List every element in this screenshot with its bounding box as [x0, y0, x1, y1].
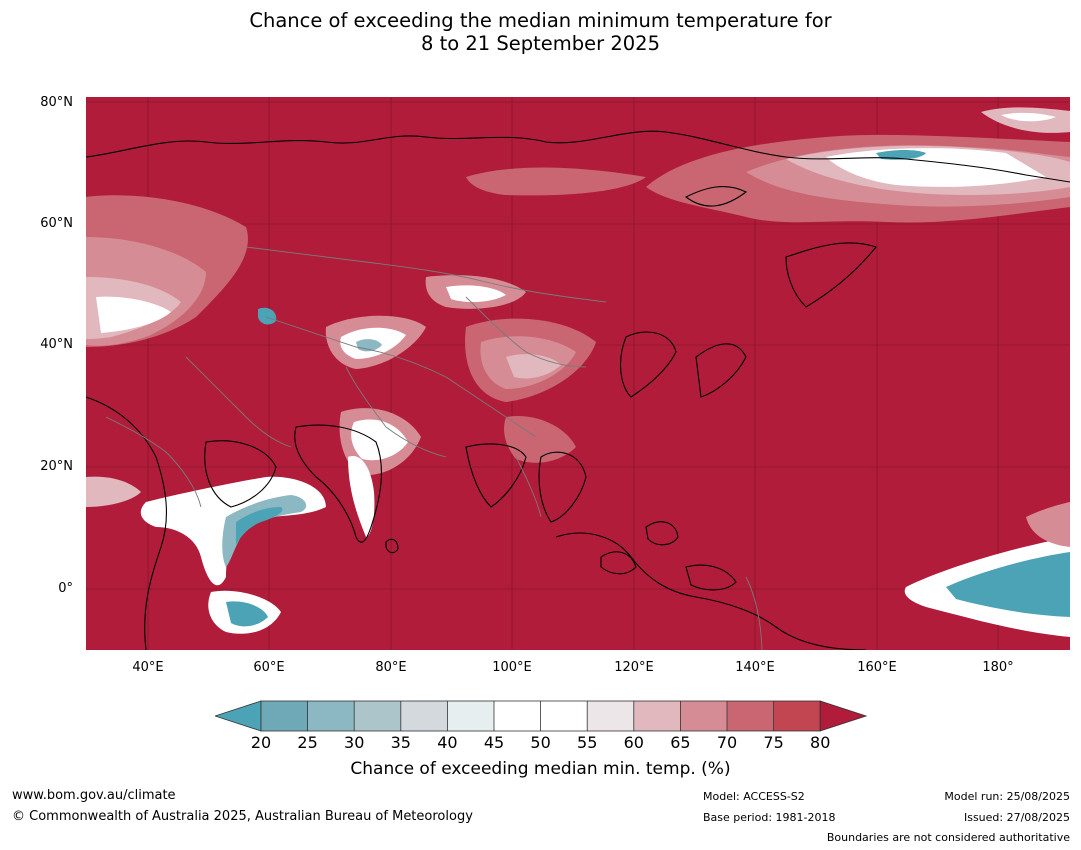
footer-url[interactable]: www.bom.gov.au/climate: [12, 788, 176, 803]
footer-model: Model: ACCESS-S2: [703, 790, 805, 803]
colorbar-bin: [680, 701, 727, 731]
footer-issued: Issued: 27/08/2025: [963, 811, 1070, 824]
footer-copyright: © Commonwealth of Australia 2025, Austra…: [12, 809, 473, 824]
colorbar-bin: [261, 701, 308, 731]
colorbar-tick: 45: [483, 733, 505, 752]
colorbar-bin: [494, 701, 541, 731]
lon-label-140e: 140°E: [735, 660, 775, 675]
map-canvas: [86, 97, 1070, 650]
colorbar-tick: 25: [297, 733, 318, 752]
map-title: Chance of exceeding the median minimum t…: [0, 9, 1081, 55]
colorbar-tick: 40: [437, 733, 458, 752]
footer-model-run: Model run: 25/08/2025: [944, 790, 1070, 803]
colorbar-tick: 75: [763, 733, 784, 752]
colorbar-label: Chance of exceeding median min. temp. (%…: [350, 759, 731, 779]
colorbar: [215, 700, 867, 732]
colorbar-bin: [633, 701, 681, 731]
colorbar-bin: [540, 701, 588, 731]
lon-label-100e: 100°E: [492, 660, 532, 675]
lat-label-40n: 40°N: [40, 337, 73, 352]
colorbar-bin: [307, 701, 355, 731]
footer-disclaimer: Boundaries are not considered authoritat…: [826, 831, 1070, 844]
footer-base-period: Base period: 1981-2018: [703, 811, 836, 824]
lat-label-80n: 80°N: [40, 95, 73, 110]
lon-label-40e: 40°E: [132, 660, 164, 675]
colorbar-bin: [727, 701, 774, 731]
colorbar-tick: 30: [344, 733, 365, 752]
colorbar-below-20: [215, 700, 262, 732]
title-line-1: Chance of exceeding the median minimum t…: [249, 9, 832, 32]
colorbar-bin: [354, 701, 401, 731]
colorbar-tick: 70: [716, 733, 738, 752]
country-borders: [105, 246, 763, 650]
lon-label-180: 180°: [982, 660, 1014, 675]
coastlines: [86, 130, 1070, 650]
colorbar-tick: 20: [250, 733, 272, 752]
lon-label-160e: 160°E: [857, 660, 897, 675]
colorbar-tick: 80: [810, 733, 831, 752]
colorbar-bin: [773, 701, 821, 731]
lon-label-60e: 60°E: [253, 660, 285, 675]
lat-label-60n: 60°N: [40, 216, 73, 231]
colorbar-tick: 50: [530, 733, 551, 752]
lon-label-80e: 80°E: [375, 660, 407, 675]
lat-label-20n: 20°N: [40, 459, 73, 474]
lat-label-0: 0°: [58, 581, 73, 596]
forecast-map[interactable]: [86, 97, 1070, 650]
probability-shading: [86, 107, 1070, 637]
colorbar-tick: 35: [390, 733, 411, 752]
colorbar-bin: [587, 701, 634, 731]
colorbar-tick: 55: [577, 733, 598, 752]
colorbar-bin: [400, 701, 448, 731]
colorbar-tick: 60: [623, 733, 644, 752]
title-line-2: 8 to 21 September 2025: [421, 32, 660, 55]
colorbar-tick: 65: [670, 733, 691, 752]
lon-label-120e: 120°E: [614, 660, 654, 675]
colorbar-above-80: [819, 700, 867, 732]
colorbar-bin: [447, 701, 494, 731]
